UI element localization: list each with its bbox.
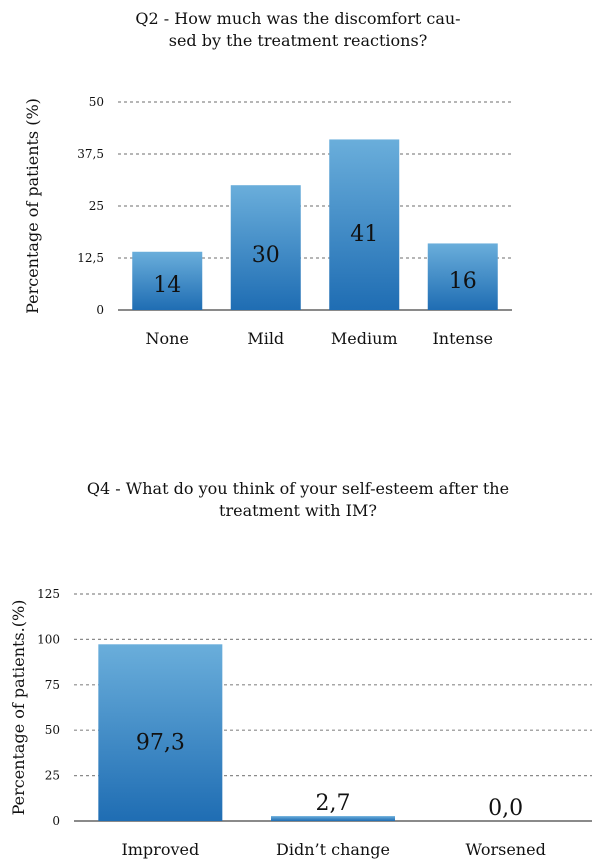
bar-0 xyxy=(98,644,223,821)
chart-q2: Q2 - How much was the discomfort cau- se… xyxy=(0,0,596,360)
y-tick-label: 75 xyxy=(45,678,60,692)
y-axis-label: Percentage of patients (%) xyxy=(23,98,42,314)
category-label-0: Improved xyxy=(121,840,199,859)
bar-1 xyxy=(230,185,301,310)
y-tick-label: 25 xyxy=(45,769,60,783)
y-tick-label: 50 xyxy=(89,95,104,109)
y-tick-label: 125 xyxy=(37,587,60,601)
bar-2 xyxy=(329,139,400,310)
chart-q4-plot: 0 25 50 75 100 125 97,3 Improved 2,7 Didn’t chang… xyxy=(9,587,592,859)
chart-q4: Q4 - What do you think of your self-este… xyxy=(0,470,596,861)
y-tick-label: 100 xyxy=(37,632,60,646)
y-tick-label: 0 xyxy=(96,303,104,317)
value-label-2: 0,0 xyxy=(488,796,523,821)
y-tick-label: 25 xyxy=(89,199,104,213)
category-label-1: Didn’t change xyxy=(276,840,390,859)
category-label-3: Intense xyxy=(432,329,493,348)
chart-q4-title: Q4 - What do you think of your self-este… xyxy=(86,479,510,520)
y-tick-label: 50 xyxy=(45,723,60,737)
value-label-0: 14 xyxy=(153,273,181,298)
chart-q2-title: Q2 - How much was the discomfort cau- se… xyxy=(135,9,461,50)
bar-0 xyxy=(132,251,203,310)
y-tick-label: 37,5 xyxy=(77,147,104,161)
y-tick-label: 0 xyxy=(52,814,60,828)
category-label-2: Worsened xyxy=(465,840,545,859)
value-label-1: 30 xyxy=(252,243,280,268)
y-axis-label: Percentage of patients.(%) xyxy=(9,600,28,816)
category-label-0: None xyxy=(146,329,189,348)
category-label-1: Mild xyxy=(247,329,284,348)
y-tick-label: 12,5 xyxy=(77,251,104,265)
value-label-3: 16 xyxy=(449,269,477,294)
value-label-0: 97,3 xyxy=(136,730,185,755)
bar-1 xyxy=(271,816,395,821)
chart-q2-plot: 0 12,5 25 37,5 50 14 None 30 Mild 41 Medium 16 Inten… xyxy=(23,95,512,348)
value-label-1: 2,7 xyxy=(316,791,351,816)
category-label-2: Medium xyxy=(331,329,398,348)
value-label-2: 41 xyxy=(350,222,378,247)
bar-3 xyxy=(427,243,498,310)
